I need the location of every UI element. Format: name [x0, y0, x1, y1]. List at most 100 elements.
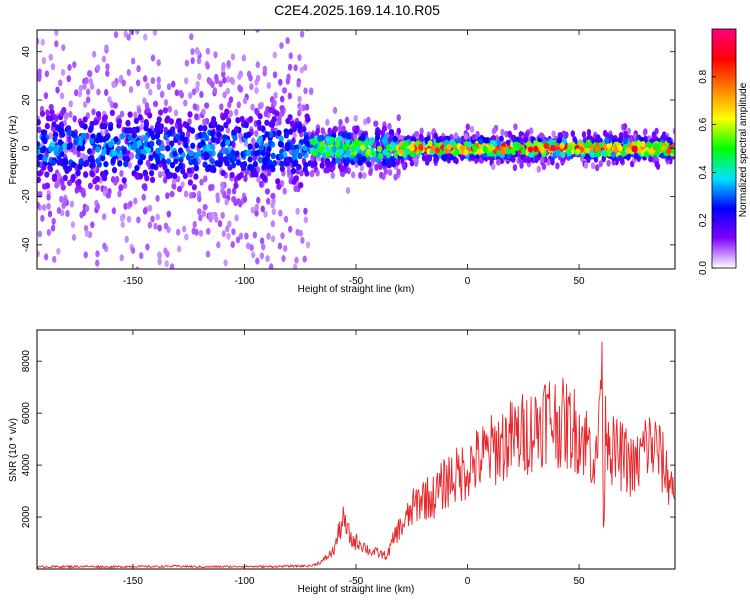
spectrogram-cell: [221, 230, 227, 238]
spectrogram-cell: [291, 178, 297, 185]
spectrogram-cell: [59, 92, 65, 100]
spectrogram-cell: [50, 159, 57, 166]
spectrogram-cell: [48, 132, 53, 140]
spectrogram-cell: [37, 68, 42, 76]
spectrogram-cell: [297, 123, 303, 131]
spectrogram-cell: [285, 37, 290, 45]
spectrogram-cell: [54, 114, 59, 122]
spectrogram-cell: [254, 209, 259, 217]
spectrogram-cell: [113, 31, 119, 39]
spectrogram-cell: [338, 119, 343, 127]
spectrogram-cell: [556, 136, 563, 144]
spectrogram-cell: [254, 130, 259, 138]
spectrogram-cell: [127, 161, 133, 169]
spectrogram-cell: [61, 143, 68, 150]
spectrogram-cell: [238, 85, 244, 93]
colorbar-tick-label: 0.8: [698, 69, 709, 83]
spectrogram-cell: [168, 171, 174, 179]
spectrogram-cell: [289, 120, 295, 127]
spectrogram-cell: [164, 260, 169, 268]
spectrogram-cell: [596, 150, 602, 158]
spectrogram-cell: [126, 215, 132, 223]
spectrogram-cell: [284, 144, 290, 152]
spectrogram-cell: [110, 157, 116, 164]
spectrogram-cell: [134, 173, 140, 180]
spectrogram-cell: [149, 130, 155, 137]
spectrogram-cell: [142, 97, 147, 105]
spectrogram-cell: [385, 151, 392, 159]
spectrogram-cell: [264, 131, 270, 138]
spectrogram-cell: [500, 128, 505, 136]
spectrogram-cell: [595, 145, 602, 152]
spectrogram-cell: [270, 235, 276, 243]
spectrogram-cell: [257, 124, 263, 131]
spectrogram-cell: [550, 156, 555, 164]
spectrogram-cell: [89, 170, 96, 178]
spectrogram-cell: [245, 242, 251, 250]
spectrogram-cell: [280, 95, 285, 103]
spectrogram-cell: [174, 166, 181, 173]
spectrogram-cell: [78, 158, 84, 165]
spectrogram-cell: [147, 112, 153, 119]
spectrogram-cell: [152, 100, 159, 108]
spectrogram-cell: [54, 30, 59, 37]
spectrogram-cell: [95, 259, 100, 267]
spectrogram-cell: [78, 10, 82, 17]
spectrogram-cell: [311, 139, 317, 146]
spectrogram-cell: [226, 232, 231, 240]
spectrogram-cell: [266, 145, 272, 153]
spectrogram-cell: [285, 77, 291, 85]
spectrogram-cell: [90, 221, 95, 229]
spectrogram-cell: [364, 139, 370, 147]
spectrogram-cell: [85, 88, 91, 96]
spectrogram-cell: [105, 63, 110, 71]
spectrogram-cell: [167, 105, 172, 113]
spectrogram-cell: [370, 156, 376, 164]
spectrogram-cell: [288, 225, 293, 233]
spectrogram-cell: [221, 62, 226, 70]
spectrogram-cell: [255, 61, 260, 69]
spectrogram-cell: [102, 242, 107, 250]
spectrogram-cell: [145, 159, 151, 167]
spectrogram-cell: [353, 138, 360, 145]
spectrogram-cell: [77, 90, 83, 98]
spectrogram-cell: [191, 88, 197, 96]
spectrogram-cell: [276, 129, 282, 137]
spectrogram-cell: [196, 150, 202, 158]
spectrogram-cell: [610, 151, 617, 158]
spectrogram-cell: [636, 141, 642, 148]
spectrogram-cell: [122, 182, 128, 190]
spectrogram-cell: [278, 78, 283, 86]
spectrogram-cell: [142, 75, 148, 83]
spectrogram-cell: [92, 177, 98, 185]
spectrogram-cell: [133, 117, 140, 125]
spectrogram-cell: [201, 108, 206, 116]
spectrogram-cell: [205, 47, 211, 55]
colorbar-tick-label: 0.0: [698, 261, 709, 275]
spectrogram-cell: [325, 151, 331, 158]
spectrogram-cell: [149, 169, 155, 177]
spectrogram-cell: [488, 145, 494, 152]
spectrogram-cell: [191, 184, 197, 191]
spectrogram-cell: [504, 130, 509, 138]
spectrogram-cell: [606, 159, 611, 167]
spectrogram-cell: [341, 125, 346, 133]
spectrogram-cell: [141, 193, 146, 201]
spectrogram-cell: [329, 161, 335, 168]
spectrogram-cell: [620, 150, 626, 157]
spectrogram-cell: [196, 57, 202, 65]
spectrogram-cell: [186, 167, 193, 174]
spectrogram-cell: [653, 142, 659, 150]
spectrogram-cell: [118, 74, 124, 82]
spectrogram-cell: [536, 165, 541, 173]
spectrogram-cell: [286, 167, 292, 175]
spectrogram-cell: [266, 169, 272, 177]
spectrogram-cell: [366, 161, 372, 168]
spectrogram-cell: [567, 144, 573, 152]
spectrogram-cell: [67, 63, 72, 71]
spectrogram-cell: [208, 184, 213, 192]
spectrogram-cell: [250, 251, 256, 259]
spectrogram-cell: [362, 172, 367, 180]
snr-x-tick-label: -150: [123, 576, 143, 587]
spectrogram-cell: [353, 114, 358, 122]
